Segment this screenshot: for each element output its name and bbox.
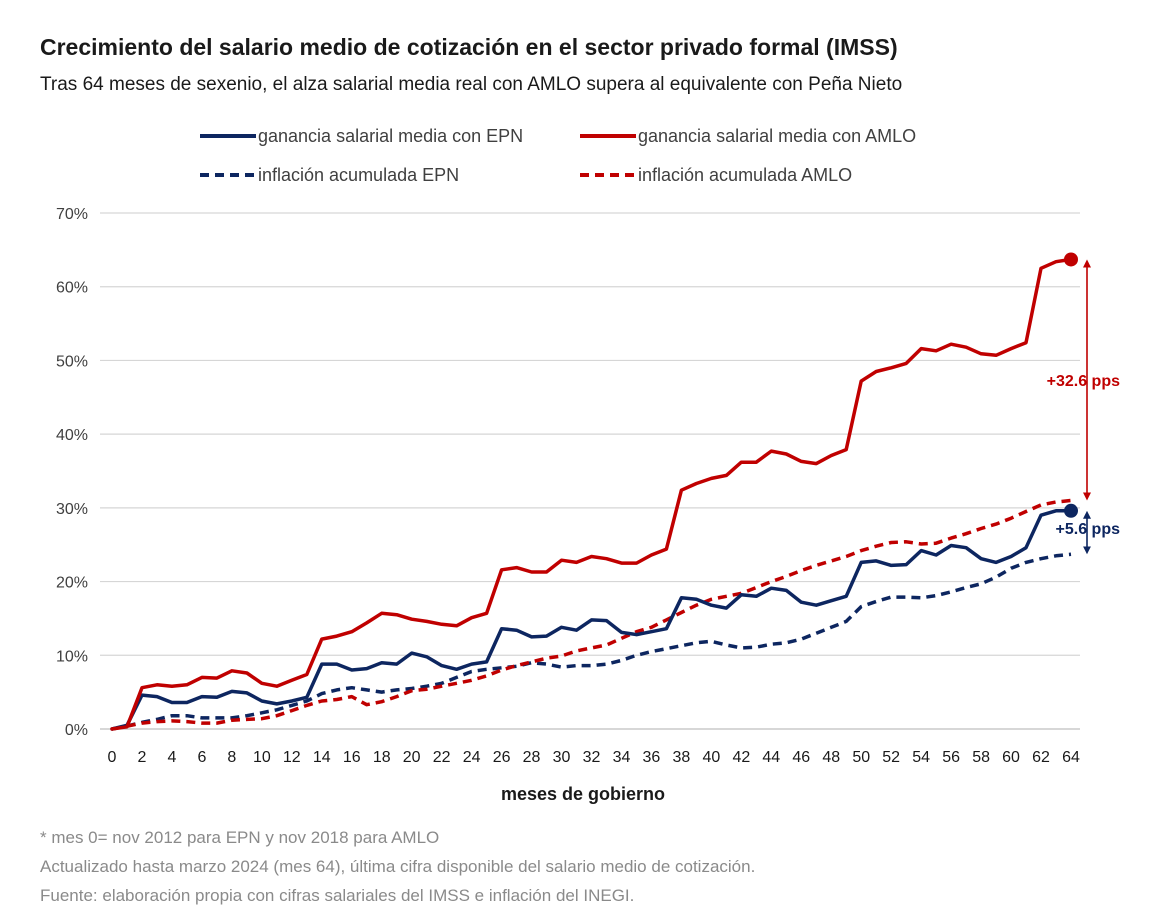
x-tick-label: 6 xyxy=(197,749,206,766)
x-tick-label: 64 xyxy=(1062,749,1080,766)
y-tick-label: 40% xyxy=(56,427,88,444)
x-tick-label: 30 xyxy=(553,749,571,766)
x-tick-label: 50 xyxy=(852,749,870,766)
x-tick-label: 12 xyxy=(283,749,301,766)
legend-label: inflación acumulada EPN xyxy=(258,165,459,185)
y-tick-label: 20% xyxy=(56,575,88,592)
footnote-updated: Actualizado hasta marzo 2024 (mes 64), ú… xyxy=(40,857,756,876)
y-axis-tick-labels: 0% 10% 20% 30% 40% 50% 60% 70% xyxy=(56,206,88,739)
x-tick-label: 38 xyxy=(673,749,691,766)
y-tick-label: 0% xyxy=(65,722,88,739)
x-tick-label: 2 xyxy=(138,749,147,766)
x-tick-label: 46 xyxy=(792,749,810,766)
x-tick-label: 48 xyxy=(822,749,840,766)
gridlines xyxy=(100,212,1080,730)
x-tick-label: 42 xyxy=(732,749,750,766)
end-marker xyxy=(1064,252,1078,267)
annotations: +32.6 pps +5.6 pps xyxy=(1047,252,1121,555)
footnote-month-zero: * mes 0= nov 2012 para EPN y nov 2018 pa… xyxy=(40,828,440,847)
x-tick-label: 22 xyxy=(433,749,451,766)
x-tick-label: 58 xyxy=(972,749,990,766)
x-tick-label: 8 xyxy=(227,749,236,766)
y-tick-label: 60% xyxy=(56,280,88,297)
x-tick-label: 14 xyxy=(313,749,331,766)
chart-subtitle: Tras 64 meses de sexenio, el alza salari… xyxy=(40,74,903,95)
x-axis-tick-labels: 0 2 4 6 8 10 12 14 16 18 20 22 24 26 28 30 32 34 36 38 40 42 4… xyxy=(108,749,1080,766)
x-tick-label: 24 xyxy=(463,749,481,766)
x-tick-label: 26 xyxy=(493,749,511,766)
annotation-label: +5.6 pps xyxy=(1056,521,1121,538)
x-tick-label: 20 xyxy=(403,749,421,766)
chart-title: Crecimiento del salario medio de cotizac… xyxy=(40,34,898,60)
y-tick-label: 70% xyxy=(56,206,88,223)
x-tick-label: 44 xyxy=(762,749,780,766)
y-tick-label: 10% xyxy=(56,648,88,665)
x-tick-label: 32 xyxy=(583,749,601,766)
line-chart: ganancia salarial media con EPN ganancia … xyxy=(56,126,1121,804)
footnote-source: Fuente: elaboración propia con cifras sa… xyxy=(40,886,635,905)
series-lines xyxy=(110,257,1073,731)
x-tick-label: 52 xyxy=(882,749,900,766)
series-line-2 xyxy=(110,257,1073,731)
end-marker xyxy=(1064,503,1078,518)
x-tick-label: 40 xyxy=(702,749,720,766)
x-tick-label: 34 xyxy=(613,749,631,766)
legend-label: ganancia salarial media con AMLO xyxy=(638,126,916,146)
series-line-1 xyxy=(110,509,1073,731)
x-tick-label: 54 xyxy=(912,749,930,766)
x-tick-label: 62 xyxy=(1032,749,1050,766)
legend-label: inflación acumulada AMLO xyxy=(638,165,852,185)
series-line-3 xyxy=(111,552,1072,731)
x-tick-label: 4 xyxy=(167,749,176,766)
x-tick-label: 60 xyxy=(1002,749,1020,766)
x-axis-label: meses de gobierno xyxy=(501,784,665,804)
legend-label: ganancia salarial media con EPN xyxy=(258,126,523,146)
y-tick-label: 50% xyxy=(56,353,88,370)
x-tick-label: 28 xyxy=(523,749,541,766)
x-tick-label: 36 xyxy=(643,749,661,766)
legend: ganancia salarial media con EPN ganancia … xyxy=(200,126,916,185)
series-line-4 xyxy=(111,498,1072,731)
x-tick-label: 0 xyxy=(108,749,117,766)
x-tick-label: 18 xyxy=(373,749,391,766)
x-tick-label: 56 xyxy=(942,749,960,766)
annotation-label: +32.6 pps xyxy=(1047,373,1120,390)
x-tick-label: 16 xyxy=(343,749,361,766)
y-tick-label: 30% xyxy=(56,501,88,518)
x-tick-label: 10 xyxy=(253,749,271,766)
